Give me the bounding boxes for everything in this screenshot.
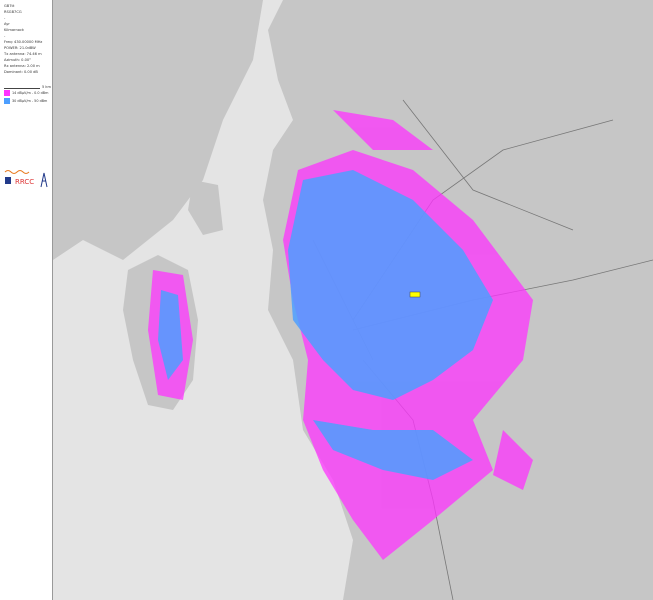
logo-text: RRCC	[15, 178, 34, 186]
transmitter-marker[interactable]	[409, 291, 421, 298]
info-panel: GB7tt RSGB7CG - Ayr Kilmarnock - Freq: 430.000…	[0, 0, 53, 600]
site-info-line: Ayr	[4, 22, 10, 26]
site-info-line: Azimuth: 0.00°	[4, 58, 31, 62]
site-info-line: Rx antenna: 2.00 m	[4, 64, 40, 68]
site-info-line: -	[4, 34, 6, 38]
site-info-line: GB7tt	[4, 4, 15, 8]
legend-label-weak: 14 dBµV/m - 0.0 dBm	[12, 91, 49, 95]
coverage-strong	[158, 170, 493, 480]
legend-swatch-strong	[4, 98, 10, 104]
coverage-map[interactable]	[53, 0, 653, 600]
site-info-line: Tx antenna: 74.46 m	[4, 52, 42, 56]
scale-bar	[4, 88, 40, 89]
site-info-line: Kilmarnock	[4, 28, 25, 32]
site-info-line: POWER: 21.0dBW	[4, 46, 36, 50]
logo: RRCC	[4, 170, 48, 188]
site-info-line: Freq: 430.00000 MHz	[4, 40, 43, 44]
scale-label: 5 km	[42, 85, 52, 89]
site-info-line: RSGB7CG	[4, 10, 22, 14]
legend-label-strong: 30 dBµV/m - 50 dBm	[12, 99, 48, 103]
legend-swatch-weak	[4, 90, 10, 96]
site-info-line: -	[4, 16, 6, 20]
site-info-line: Dominant: 0.00 dB	[4, 70, 38, 74]
